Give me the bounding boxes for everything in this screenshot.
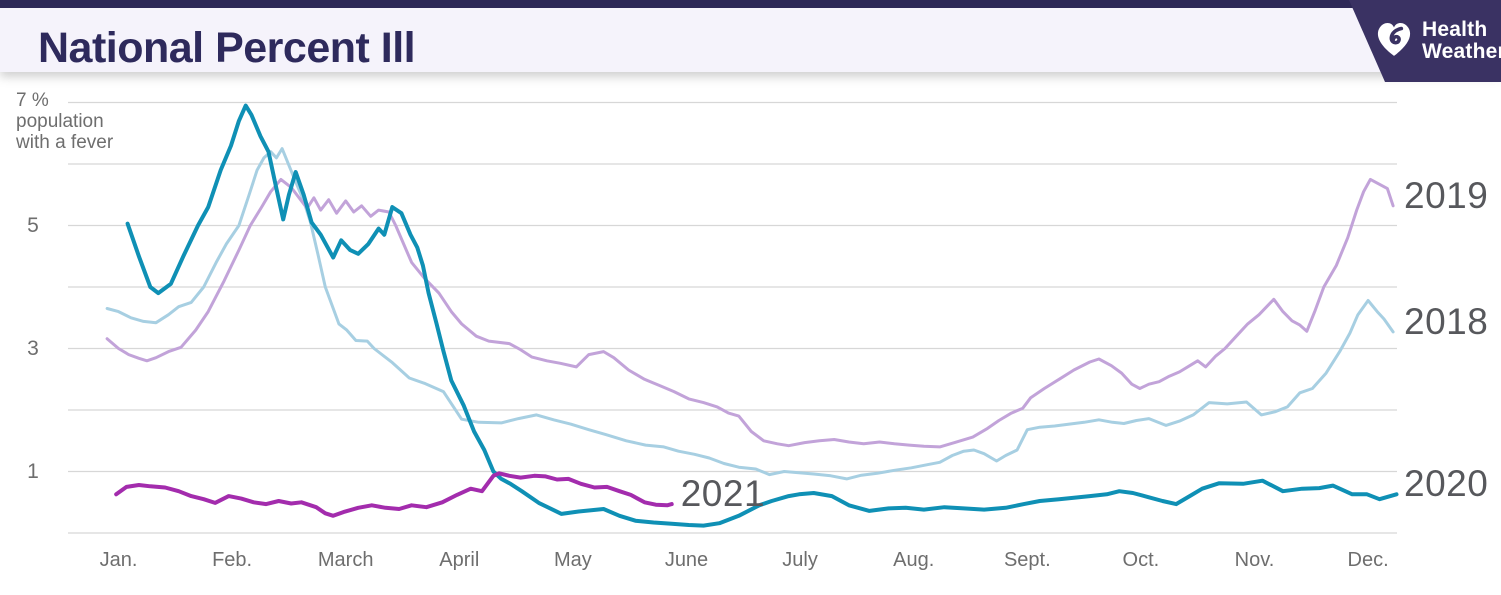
y-axis-title-line: population bbox=[16, 111, 104, 132]
page-title: National Percent Ill bbox=[38, 24, 416, 72]
x-tick-label-June: June bbox=[664, 549, 709, 571]
series-line-2021 bbox=[114, 471, 674, 518]
top-accent-bar bbox=[0, 0, 1501, 8]
y-tick-label-1: 1 bbox=[27, 459, 39, 483]
y-axis-title-line: 7 % bbox=[16, 90, 49, 111]
y-axis-title-line: with a fever bbox=[16, 132, 114, 153]
series-label-2021: 2021 bbox=[680, 473, 766, 515]
x-tick-label-Jan: Jan. bbox=[99, 549, 138, 571]
series-label-2019: 2019 bbox=[1404, 174, 1489, 216]
x-tick-label-May: May bbox=[553, 549, 592, 571]
fever-trend-chart bbox=[0, 72, 1501, 595]
y-axis-title: 7 % population with a fever bbox=[16, 90, 113, 153]
x-tick-label-Nov: Nov. bbox=[1234, 549, 1275, 571]
logo-wordmark: Health Weather™ bbox=[1422, 17, 1501, 63]
logo-line-2: Weather bbox=[1422, 39, 1501, 63]
heart-swirl-icon bbox=[1373, 16, 1415, 65]
series-label-2020: 2020 bbox=[1404, 463, 1489, 505]
logo-line-1: Health bbox=[1422, 17, 1488, 41]
x-tick-label-Aug: Aug. bbox=[893, 549, 935, 571]
series-line-2018 bbox=[105, 147, 1395, 481]
x-tick-label-Sept: Sept. bbox=[1003, 549, 1051, 571]
x-tick-label-Feb: Feb. bbox=[212, 549, 253, 571]
x-tick-label-April: April bbox=[439, 549, 480, 571]
x-tick-label-Oct: Oct. bbox=[1122, 549, 1160, 571]
header: National Percent Ill bbox=[0, 8, 1501, 72]
y-tick-label-3: 3 bbox=[27, 336, 39, 360]
series-line-2020 bbox=[125, 103, 1399, 528]
series-line-2019 bbox=[105, 177, 1395, 449]
series-label-2018: 2018 bbox=[1404, 300, 1489, 342]
y-tick-label-5: 5 bbox=[27, 213, 39, 237]
x-tick-label-July: July bbox=[782, 549, 818, 571]
x-tick-label-March: March bbox=[317, 549, 374, 571]
x-tick-label-Dec: Dec. bbox=[1347, 549, 1389, 571]
